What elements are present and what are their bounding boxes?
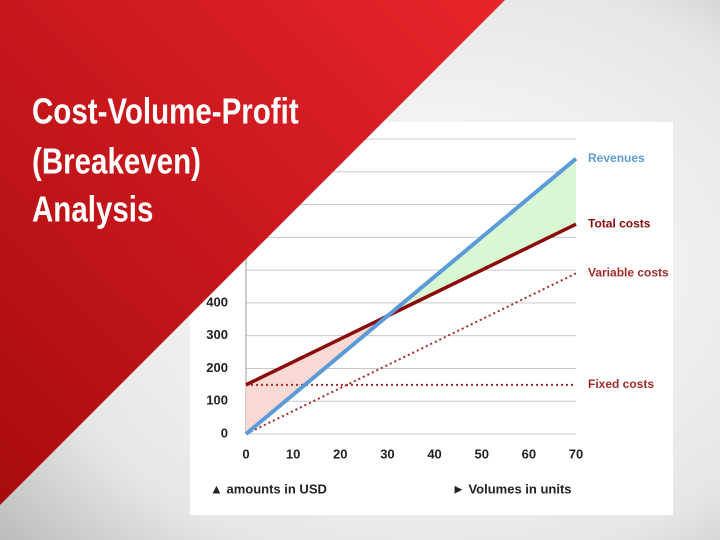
title-line: Analysis	[32, 189, 153, 229]
series-line	[245, 222, 577, 387]
x-tick-label: 10	[286, 446, 300, 461]
y-tick-label: 400	[206, 294, 228, 309]
x-tick-label: 30	[380, 446, 394, 461]
title-line: Cost-Volume-Profit	[32, 91, 299, 131]
x-tick-label: 0	[242, 446, 249, 461]
y-tick-label: 100	[206, 393, 228, 408]
series-line	[245, 272, 577, 435]
legend-label: Variable costs	[588, 266, 669, 280]
y-axis-note: ▲ amounts in USD	[210, 481, 327, 496]
x-tick-label: 40	[427, 446, 441, 461]
x-axis-note: ► Volumes in units	[452, 481, 572, 496]
x-tick-label: 20	[333, 446, 347, 461]
y-tick-label: 300	[206, 327, 228, 342]
y-tick-label: 0	[221, 425, 228, 440]
x-tick-label: 70	[569, 446, 583, 461]
legend-label: Total costs	[588, 216, 651, 230]
y-tick-label: 200	[206, 360, 228, 375]
title-banner	[0, 0, 505, 505]
legend-label: Fixed costs	[588, 377, 654, 391]
title-group: Cost-Volume-Profit (Breakeven) Analysis	[32, 91, 299, 229]
title-line: (Breakeven)	[32, 141, 201, 181]
legend-label: Revenues	[588, 151, 645, 165]
series-line	[244, 157, 578, 436]
x-tick-label: 60	[522, 446, 536, 461]
x-tick-label: 50	[474, 446, 488, 461]
